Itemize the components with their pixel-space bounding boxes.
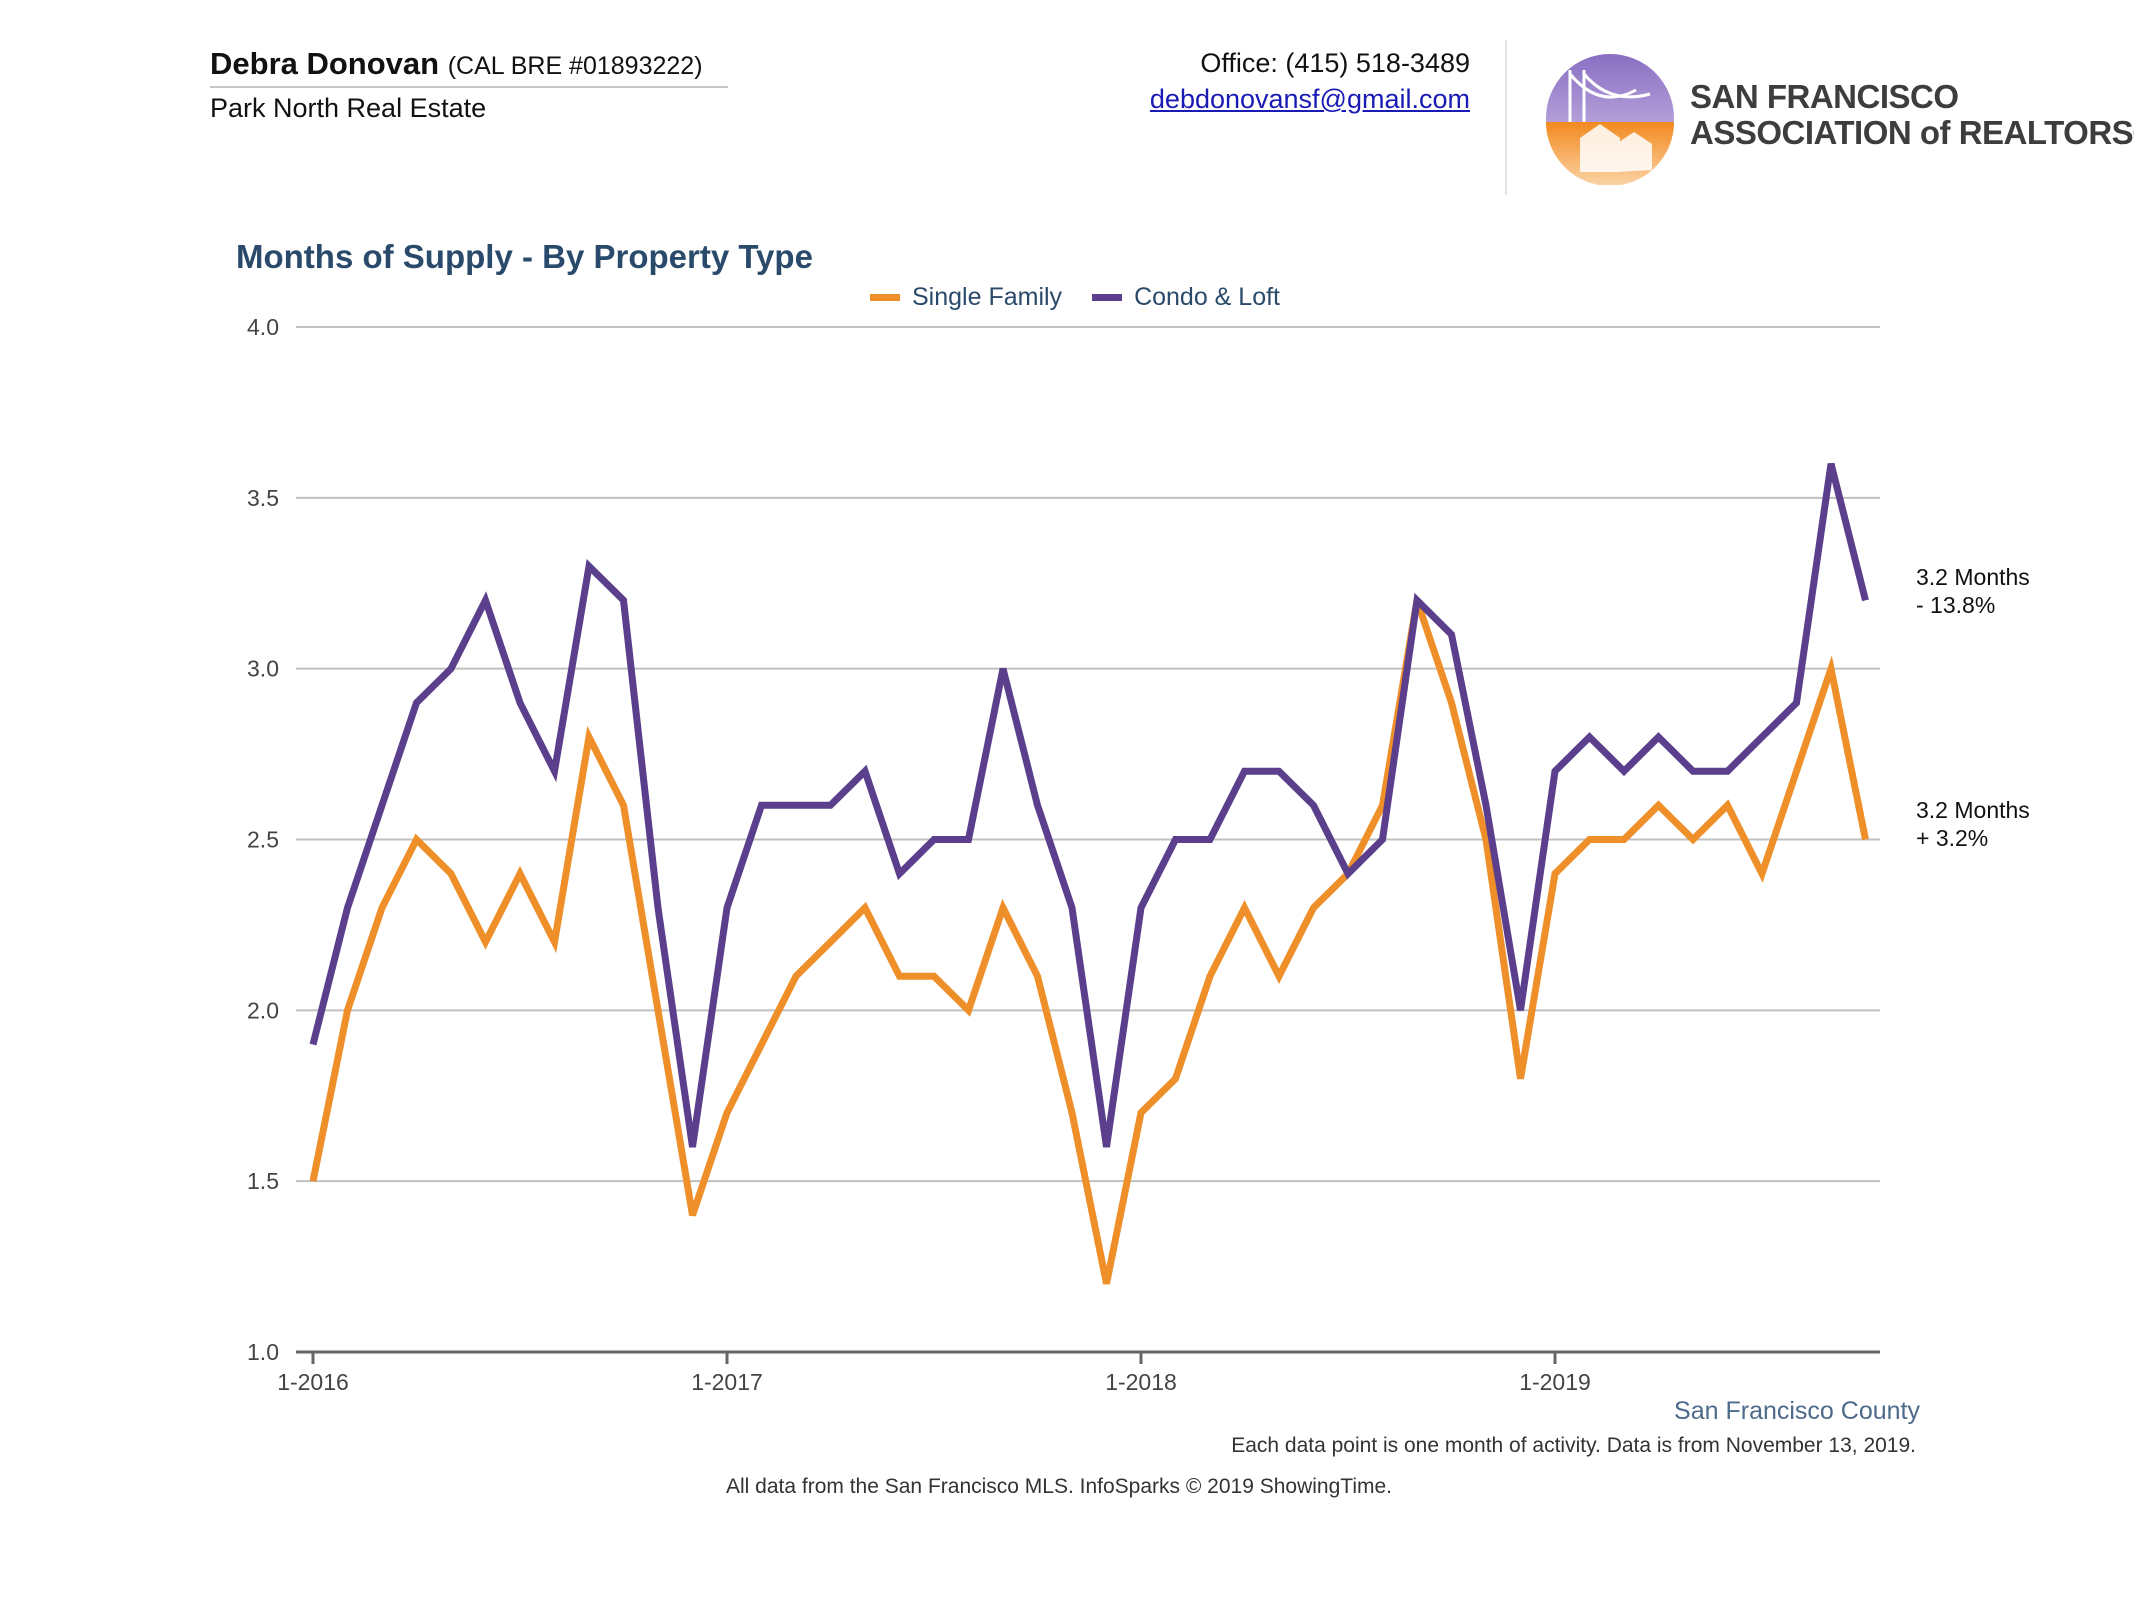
x-axis-tick-labels: 1-2016 1-2017 1-2018 1-2019 xyxy=(277,1352,1591,1395)
header-divider xyxy=(1505,40,1507,195)
legend-label-condo-loft: Condo & Loft xyxy=(1134,283,1280,311)
x-tick-label: 1-2019 xyxy=(1519,1369,1591,1395)
single-end-change: + 3.2% xyxy=(1916,825,1989,851)
y-tick-label: 3.5 xyxy=(247,485,279,511)
county-label: San Francisco County xyxy=(1674,1397,1920,1425)
y-tick-label: 1.0 xyxy=(247,1339,279,1365)
email-link[interactable]: debdonovansf@gmail.com xyxy=(1149,84,1470,114)
y-tick-label: 2.5 xyxy=(247,827,279,853)
legend-swatch-condo-loft xyxy=(1092,294,1123,301)
condo-end-label: 3.2 Months - 13.8% xyxy=(1916,563,2030,619)
agent-name: Debra Donovan (CAL BRE #01893222) xyxy=(210,46,703,82)
y-tick-label: 4.0 xyxy=(247,314,279,340)
agent-license: (CAL BRE #01893222) xyxy=(447,52,703,80)
series-line-single-family xyxy=(309,599,1869,1285)
condo-end-change: - 13.8% xyxy=(1916,592,1996,618)
office-phone: Office: (415) 518-3489 xyxy=(1200,48,1470,78)
y-axis-tick-labels: 1.0 1.5 2.0 2.5 3.0 3.5 4.0 xyxy=(247,314,279,1365)
org-name-line1: SAN FRANCISCO xyxy=(1690,78,1959,115)
legend-label-single-family: Single Family xyxy=(912,283,1063,311)
chart-title: Months of Supply - By Property Type xyxy=(236,238,813,275)
single-end-months: 3.2 Months xyxy=(1916,797,2030,823)
chart-series-lines xyxy=(309,462,1869,1285)
x-tick-label: 1-2016 xyxy=(277,1369,349,1395)
legend-item-single-family: Single Family xyxy=(870,283,1062,312)
condo-end-months: 3.2 Months xyxy=(1916,564,2030,590)
agent-name-text: Debra Donovan xyxy=(210,46,440,81)
series-line-condo-loft xyxy=(309,462,1869,1148)
x-tick-label: 1-2017 xyxy=(691,1369,763,1395)
agent-divider xyxy=(210,86,728,88)
source-note: All data from the San Francisco MLS. Inf… xyxy=(726,1475,1393,1498)
chart-legend: Single Family Condo & Loft xyxy=(870,283,1310,312)
y-tick-label: 3.0 xyxy=(247,656,279,682)
footnote: Each data point is one month of activity… xyxy=(1231,1434,1916,1457)
golden-gate-houses-logo-icon xyxy=(1546,54,1674,185)
y-tick-label: 1.5 xyxy=(247,1168,279,1194)
agent-company: Park North Real Estate xyxy=(210,93,487,123)
org-name-line2: ASSOCIATION of REALTORS® xyxy=(1690,114,2134,151)
x-tick-label: 1-2018 xyxy=(1105,1369,1177,1395)
y-tick-label: 2.0 xyxy=(247,997,279,1023)
legend-swatch-single-family xyxy=(870,294,900,301)
single-end-label: 3.2 Months + 3.2% xyxy=(1916,796,2030,852)
legend-item-condo-loft: Condo & Loft xyxy=(1092,283,1280,312)
